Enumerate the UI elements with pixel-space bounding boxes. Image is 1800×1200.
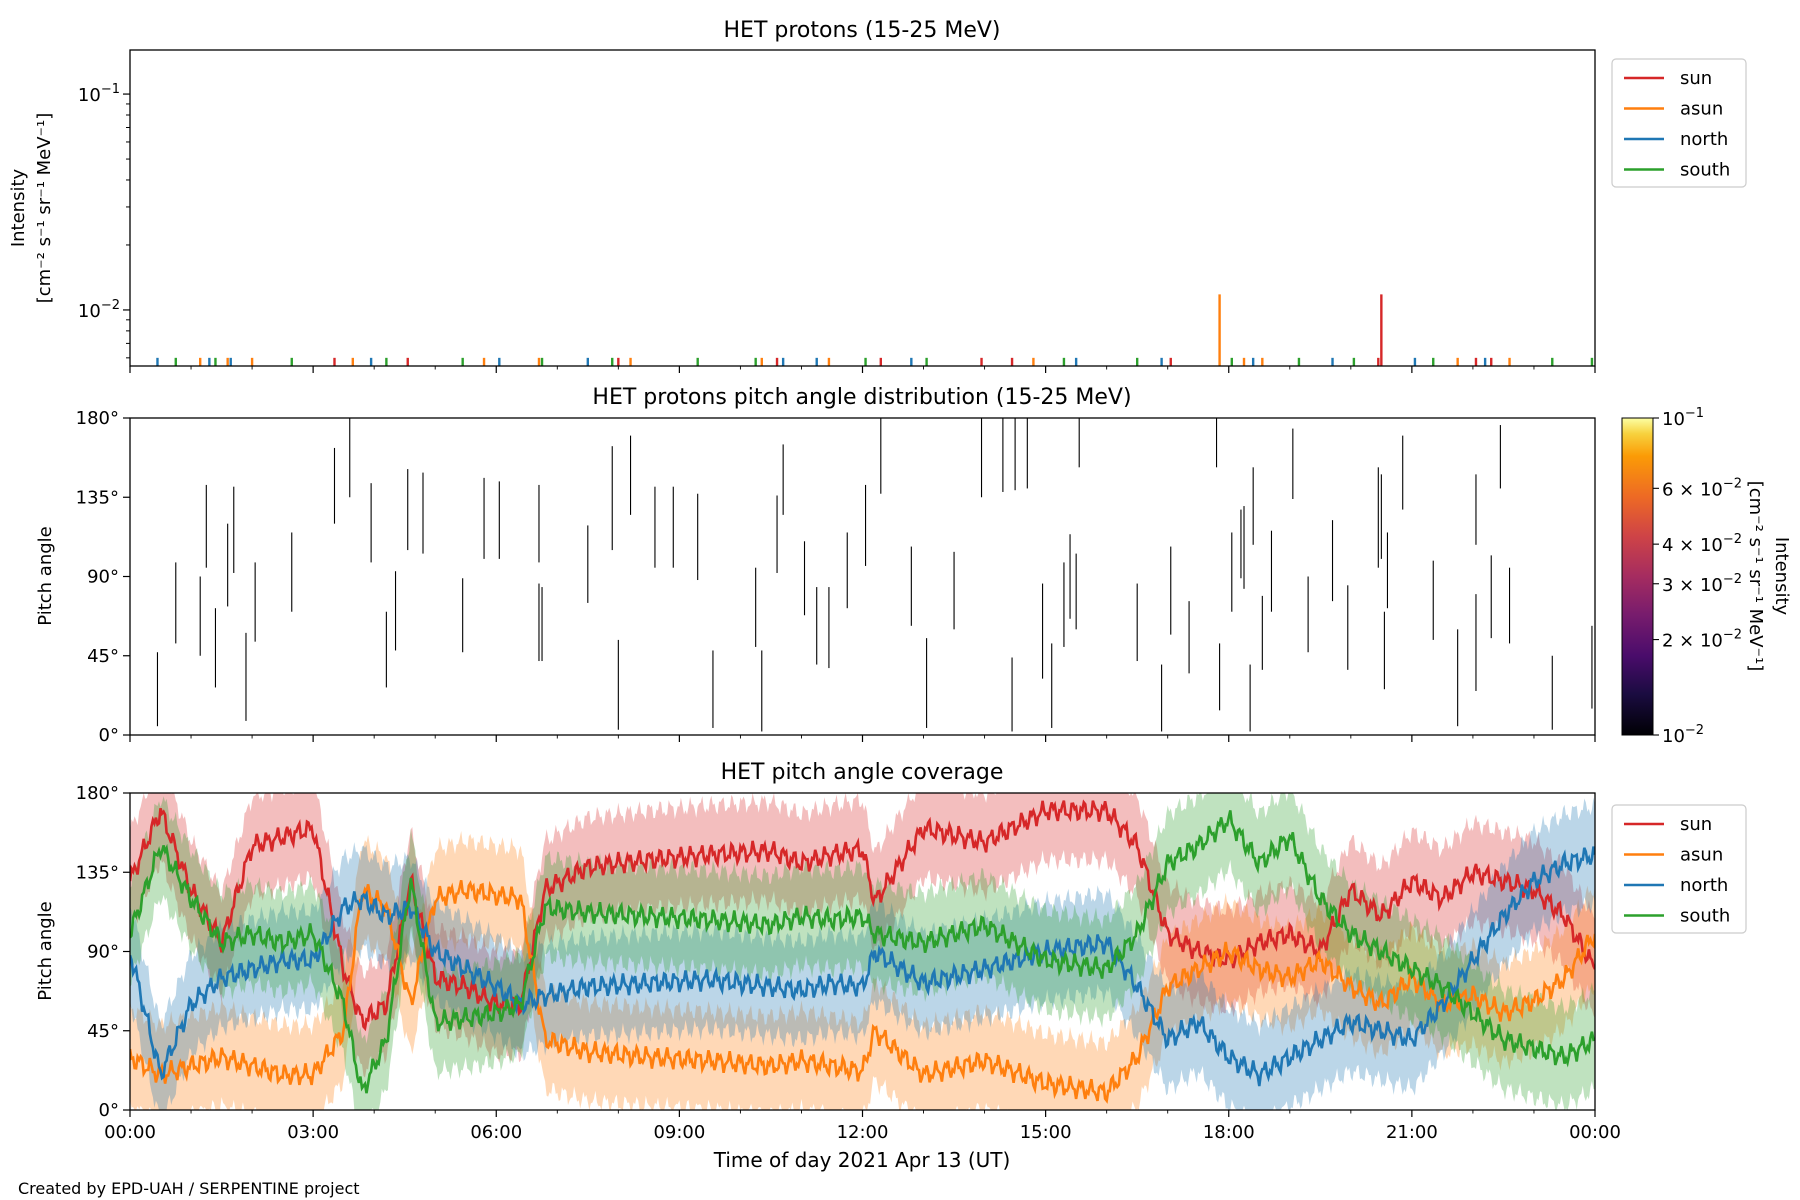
pad-y-axis: 0° 45° 90° 135° 180° [76, 408, 130, 746]
panel-pad: HET protons pitch angle distribution (15… [35, 385, 1792, 747]
colorbar-tick-times: × [1673, 535, 1700, 556]
x-tick-label: 21:00 [1386, 1122, 1438, 1143]
colorbar-tick-base: 10 [1700, 479, 1723, 500]
coverage-x-axis: 00:00 03:00 06:00 09:00 12:00 15:00 18:00 21:00… [104, 1110, 1621, 1143]
panel-coverage-title: HET pitch angle coverage [721, 760, 1004, 785]
colorbar-tick-base: 10 [1662, 409, 1685, 430]
panel-intensity-title: HET protons (15-25 MeV) [724, 18, 1001, 43]
x-tick-label: 15:00 [1020, 1122, 1072, 1143]
x-tick-label: 06:00 [470, 1122, 522, 1143]
coverage-y-axis: 0° 45° 90° 135° 180° [76, 783, 130, 1121]
colorbar-tick-label: 10−2 [1662, 723, 1704, 747]
angle-tick-label: 45° [87, 646, 119, 667]
colorbar-ticks: 10−16 × 10−24 × 10−23 × 10−22 × 10−210−2 [1653, 406, 1742, 747]
colorbar-tick-base: 10 [1662, 726, 1685, 747]
colorbar: 10−16 × 10−24 × 10−23 × 10−22 × 10−210−2… [1621, 406, 1792, 747]
intensity-ytick-exp: −2 [101, 298, 120, 313]
intensity-ylabel-line1: Intensity [8, 168, 29, 247]
panel-intensity-frame [129, 49, 1596, 367]
angle-tick-label: 135° [76, 487, 119, 508]
legend-box [1611, 58, 1747, 188]
legend-label-north: north [1680, 875, 1728, 896]
colorbar-tick-exp: −2 [1723, 476, 1742, 491]
legend-label-asun: asun [1680, 99, 1723, 120]
colorbar-tick-label: 10−1 [1662, 406, 1704, 430]
colorbar-tick-mantissa: 2 [1662, 631, 1673, 652]
coverage-line-sun [130, 799, 1595, 1032]
coverage-line-north [130, 846, 1595, 1087]
x-tick-label: 12:00 [837, 1122, 889, 1143]
pad-x-axis [129, 735, 1596, 742]
legend-label-south: south [1680, 906, 1730, 927]
panel-intensity: HET protons (15-25 MeV) 10−110−2 Intensi… [8, 18, 1747, 373]
angle-tick-label: 180° [76, 408, 119, 429]
colorbar-tick-times: × [1673, 575, 1700, 596]
coverage-lines [130, 799, 1595, 1104]
colorbar-gradient [1621, 417, 1654, 736]
colorbar-tick-base: 10 [1700, 535, 1723, 556]
coverage-legend: sun asun north south [1611, 804, 1747, 934]
colorbar-tick-times: × [1673, 479, 1700, 500]
angle-tick-label: 0° [99, 725, 119, 746]
colorbar-tick-exp: −2 [1723, 532, 1742, 547]
pad-cells [156, 418, 1593, 732]
legend-box [1611, 804, 1747, 934]
pad-ylabel: Pitch angle [35, 526, 56, 625]
intensity-ytick-label: 10−1 [78, 82, 120, 106]
angle-tick-label: 45° [87, 1021, 119, 1042]
x-tick-label: 03:00 [287, 1122, 339, 1143]
legend-label-south: south [1680, 160, 1730, 181]
x-tick-label: 09:00 [653, 1122, 705, 1143]
colorbar-tick-base: 10 [1700, 631, 1723, 652]
colorbar-tick-exp: −2 [1723, 628, 1742, 643]
panel-coverage: HET pitch angle coverage 0° 45° 90° 135° 180… [35, 760, 1747, 1172]
intensity-ylabel-line2: [cm⁻² s⁻¹ sr⁻¹ MeV⁻¹] [34, 113, 55, 304]
x-tick-label: 18:00 [1203, 1122, 1255, 1143]
intensity-ytick-base: 10 [78, 301, 101, 322]
colorbar-label-line1: Intensity [1771, 537, 1792, 616]
intensity-ytick-label: 10−2 [78, 298, 120, 322]
coverage-band-north [130, 797, 1595, 1110]
intensity-y-axis: 10−110−2 [78, 82, 130, 359]
colorbar-tick-exp: −2 [1685, 723, 1704, 738]
panel-pad-title: HET protons pitch angle distribution (15… [592, 385, 1131, 410]
coverage-line-south [130, 810, 1595, 1094]
colorbar-tick-times: × [1673, 631, 1700, 652]
x-tick-label: 00:00 [104, 1122, 156, 1143]
colorbar-tick-base: 10 [1700, 575, 1723, 596]
angle-tick-label: 135° [76, 862, 119, 883]
colorbar-tick-exp: −1 [1685, 406, 1704, 421]
coverage-band-south [130, 793, 1595, 1110]
colorbar-tick-label: 4 × 10−2 [1662, 532, 1742, 556]
angle-tick-label: 180° [76, 783, 119, 804]
coverage-ylabel: Pitch angle [35, 901, 56, 1000]
intensity-spikes [156, 294, 1594, 366]
colorbar-tick-mantissa: 4 [1662, 535, 1673, 556]
colorbar-tick-label: 2 × 10−2 [1662, 628, 1742, 652]
intensity-x-axis [129, 366, 1596, 373]
legend-label-asun: asun [1680, 845, 1723, 866]
intensity-ytick-exp: −1 [101, 82, 120, 97]
colorbar-tick-mantissa: 3 [1662, 575, 1673, 596]
colorbar-tick-label: 6 × 10−2 [1662, 476, 1742, 500]
intensity-legend: sun asun north south [1611, 58, 1747, 188]
colorbar-label-line2: [cm⁻² s⁻¹ sr⁻¹ MeV⁻¹] [1745, 481, 1766, 672]
colorbar-tick-label: 3 × 10−2 [1662, 572, 1742, 596]
angle-tick-label: 90° [87, 567, 119, 588]
colorbar-tick-exp: −2 [1723, 572, 1742, 587]
coverage-xlabel: Time of day 2021 Apr 13 (UT) [713, 1148, 1011, 1172]
x-tick-label: 00:00 [1569, 1122, 1621, 1143]
legend-label-sun: sun [1680, 68, 1712, 89]
colorbar-tick-mantissa: 6 [1662, 479, 1673, 500]
legend-label-sun: sun [1680, 814, 1712, 835]
angle-tick-label: 90° [87, 942, 119, 963]
angle-tick-label: 0° [99, 1100, 119, 1121]
credit-text: Created by EPD-UAH / SERPENTINE project [18, 1179, 360, 1198]
intensity-ytick-base: 10 [78, 85, 101, 106]
legend-label-north: north [1680, 129, 1728, 150]
